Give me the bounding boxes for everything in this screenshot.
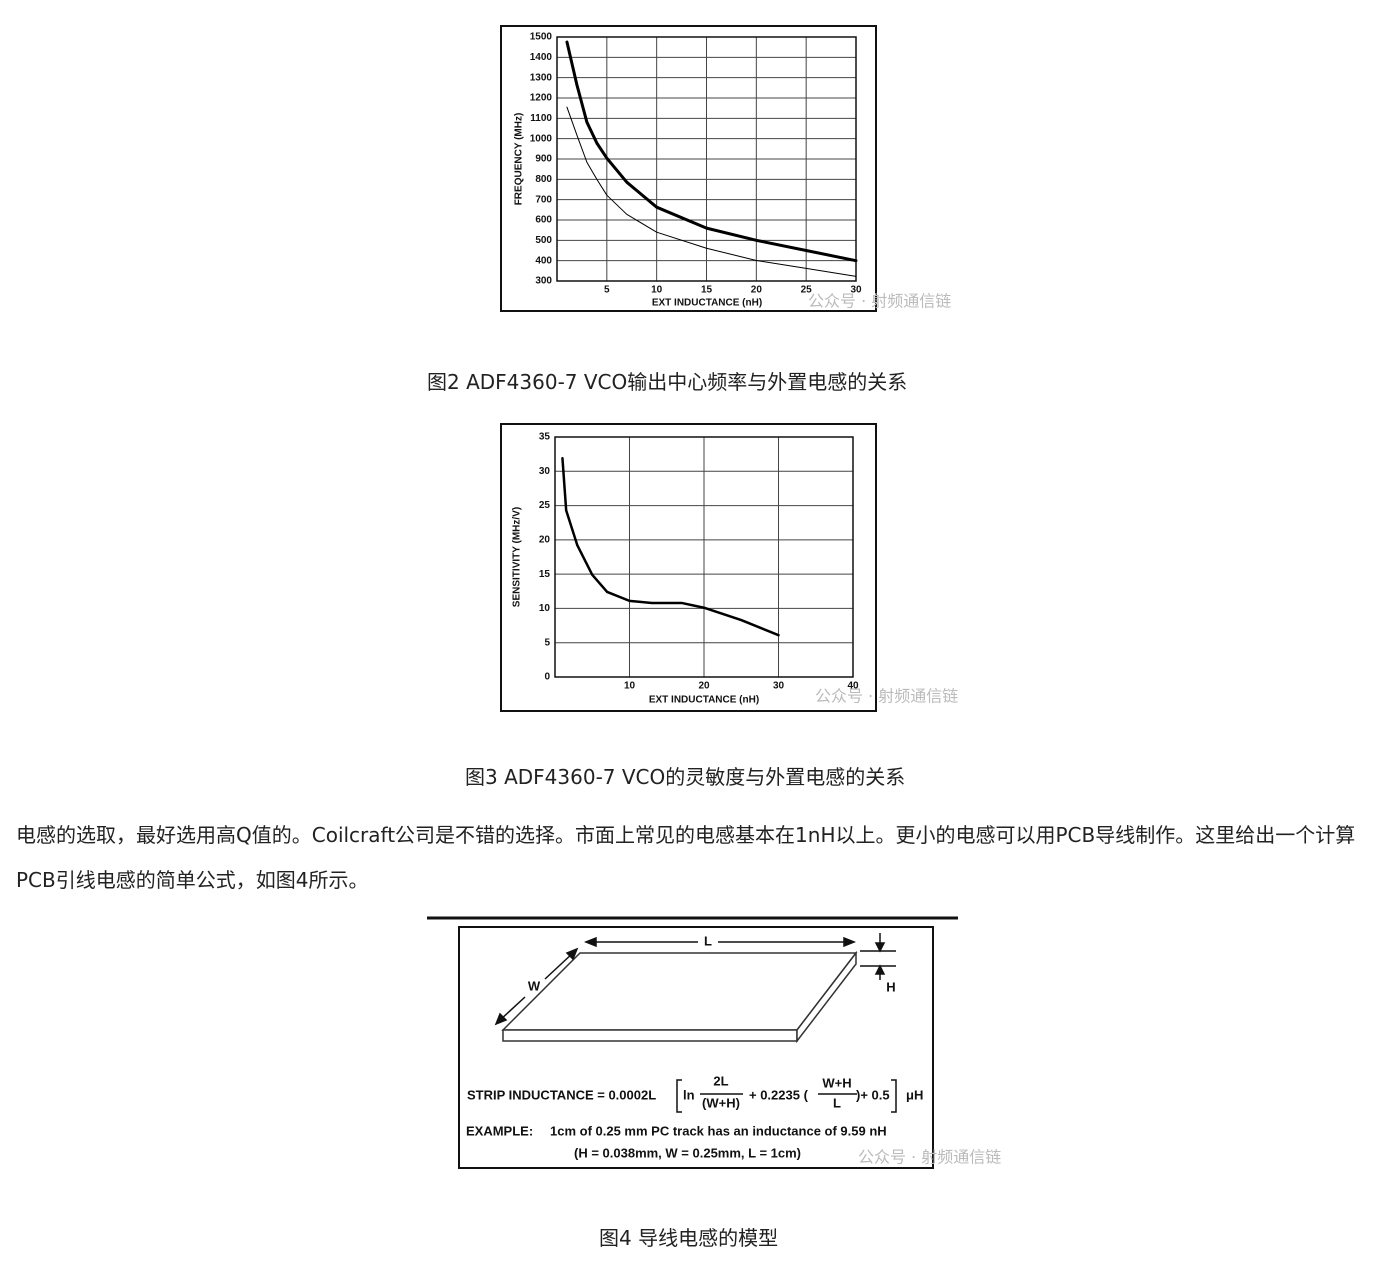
dimension-arrows bbox=[494, 933, 897, 1113]
x-tick-label: 30 bbox=[773, 681, 785, 692]
y-tick-label: 5 bbox=[544, 637, 550, 648]
y-tick-label: 1200 bbox=[530, 93, 553, 104]
y-tick-label: 400 bbox=[535, 255, 552, 266]
x-tick-label: 10 bbox=[651, 285, 663, 296]
y-tick-label: 25 bbox=[539, 500, 551, 511]
y-tick-label: 30 bbox=[539, 466, 551, 477]
formula-term: + 0.2235 ( bbox=[749, 1087, 809, 1102]
y-tick-label: 20 bbox=[539, 534, 551, 545]
y-tick-label: 15 bbox=[539, 569, 551, 580]
x-tick-label: 25 bbox=[801, 285, 813, 296]
y-tick-label: 500 bbox=[535, 235, 552, 246]
example-text: 1cm of 0.25 mm PC track has an inductanc… bbox=[550, 1123, 887, 1138]
y-axis-label: SENSITIVITY (MHz/V) bbox=[512, 507, 523, 607]
y-tick-label: 1100 bbox=[530, 113, 552, 124]
formula-ln: ln bbox=[683, 1087, 695, 1102]
watermark: 公众号 · 射频通信链 bbox=[815, 687, 958, 706]
formula-lhs: STRIP INDUCTANCE = 0.0002L bbox=[467, 1087, 656, 1102]
y-tick-label: 1300 bbox=[530, 72, 553, 83]
y-tick-label: 300 bbox=[535, 276, 552, 287]
y-tick-label: 600 bbox=[535, 215, 552, 226]
y-tick-label: 0 bbox=[544, 672, 550, 683]
formula-num: 2L bbox=[713, 1073, 728, 1088]
example-params: (H = 0.038mm, W = 0.25mm, L = 1cm) bbox=[574, 1145, 801, 1160]
example-label: EXAMPLE: bbox=[466, 1123, 533, 1138]
width-label: W bbox=[528, 978, 541, 993]
x-tick-label: 30 bbox=[850, 285, 862, 296]
y-tick-label: 35 bbox=[539, 432, 551, 443]
x-axis-label: EXT INDUCTANCE (nH) bbox=[652, 298, 762, 309]
y-tick-label: 900 bbox=[535, 154, 552, 165]
x-tick-label: 20 bbox=[751, 285, 763, 296]
x-tick-label: 20 bbox=[698, 681, 710, 692]
y-tick-label: 800 bbox=[535, 174, 552, 185]
x-tick-label: 15 bbox=[701, 285, 713, 296]
plot-border bbox=[556, 36, 857, 282]
chart-frame bbox=[500, 423, 877, 712]
y-tick-label: 700 bbox=[535, 194, 552, 205]
formula-den: (W+H) bbox=[702, 1095, 740, 1110]
watermark: 公众号 · 射频通信链 bbox=[858, 1148, 1001, 1167]
formula-unit: μH bbox=[906, 1087, 923, 1102]
y-tick-label: 1500 bbox=[530, 32, 553, 43]
y-tick-label: 1400 bbox=[530, 52, 553, 63]
x-tick-label: 10 bbox=[624, 681, 636, 692]
caption: 图3 ADF4360-7 VCO的灵敏度与外置电感的关系 bbox=[465, 765, 906, 789]
y-tick-label: 10 bbox=[539, 603, 551, 614]
length-label: L bbox=[704, 933, 712, 948]
strip-side bbox=[796, 950, 857, 1044]
formula-num: W+H bbox=[822, 1075, 851, 1090]
formula-term: )+ 0.5 bbox=[856, 1087, 890, 1102]
watermark: 公众号 · 射频通信链 bbox=[808, 292, 951, 311]
formula-den: L bbox=[833, 1095, 841, 1110]
chart-frame bbox=[500, 25, 877, 312]
paragraph: 电感的选取，最好选用高Q值的。Coilcraft公司是不错的选择。市面上常见的电… bbox=[16, 823, 1356, 892]
x-axis-label: EXT INDUCTANCE (nH) bbox=[649, 695, 759, 706]
plot-border bbox=[554, 436, 854, 678]
strip-front bbox=[502, 1029, 798, 1042]
y-tick-label: 1000 bbox=[530, 133, 553, 144]
x-tick-label: 40 bbox=[847, 681, 859, 692]
curve bbox=[565, 40, 858, 263]
curve bbox=[566, 106, 857, 277]
height-label: H bbox=[886, 979, 895, 994]
y-axis-label: FREQUENCY (MHz) bbox=[514, 113, 525, 206]
x-tick-label: 5 bbox=[604, 285, 610, 296]
curve bbox=[561, 457, 780, 637]
caption: 图2 ADF4360-7 VCO输出中心频率与外置电感的关系 bbox=[427, 370, 908, 394]
caption: 图4 导线电感的模型 bbox=[599, 1226, 779, 1250]
